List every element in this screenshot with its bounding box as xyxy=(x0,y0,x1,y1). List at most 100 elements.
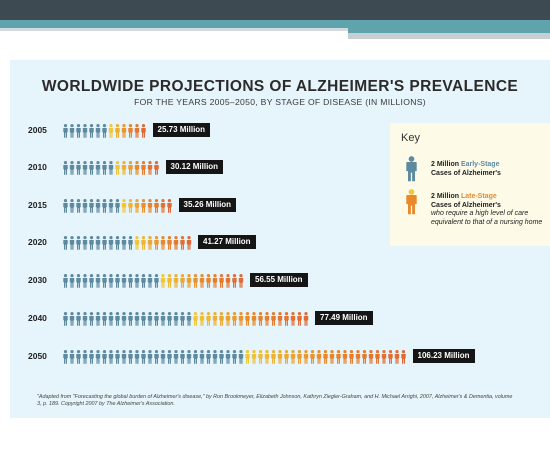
late-stage-person-icon xyxy=(264,312,270,326)
early-stage-person-icon xyxy=(186,350,192,364)
late-stage-person-icon xyxy=(323,350,328,364)
late-stage-person-icon xyxy=(271,312,276,326)
late-stage-person-icon xyxy=(199,312,205,326)
late-stage-person-icon xyxy=(225,274,231,288)
early-stage-person-icon xyxy=(95,312,101,326)
late-stage-person-icon xyxy=(134,124,140,138)
early-stage-person-icon xyxy=(82,350,88,364)
early-stage-person-icon xyxy=(108,274,114,288)
late-stage-person-icon xyxy=(147,236,153,250)
late-stage-person-icon xyxy=(290,350,296,364)
early-stage-person-icon xyxy=(406,156,417,182)
early-stage-person-icon xyxy=(95,236,101,250)
late-stage-person-icon xyxy=(121,161,127,175)
early-stage-person-icon xyxy=(115,236,120,250)
late-stage-person-icon xyxy=(368,350,374,364)
early-stage-person-icon xyxy=(69,124,75,138)
late-stage-person-icon xyxy=(401,350,406,364)
early-stage-person-icon xyxy=(63,312,68,326)
early-stage-person-icon xyxy=(108,161,114,175)
late-stage-person-icon xyxy=(160,274,166,288)
early-stage-person-icon xyxy=(89,274,94,288)
early-stage-person-icon xyxy=(134,350,140,364)
late-stage-person-icon xyxy=(134,199,140,213)
early-stage-person-icon xyxy=(102,350,107,364)
late-stage-person-icon xyxy=(394,350,400,364)
early-stage-person-icon xyxy=(147,312,153,326)
early-stage-person-icon xyxy=(63,350,68,364)
late-stage-person-icon xyxy=(303,350,309,364)
late-stage-person-icon xyxy=(141,236,146,250)
late-stage-person-icon xyxy=(264,350,270,364)
header-teal-bar xyxy=(0,20,550,28)
header-dark-bar xyxy=(0,0,550,20)
early-stage-person-icon xyxy=(128,236,133,250)
late-stage-person-icon xyxy=(186,236,192,250)
legend-late-tail: Cases of Alzheimer's xyxy=(431,201,501,209)
early-stage-person-icon xyxy=(134,274,140,288)
early-stage-person-icon xyxy=(102,236,107,250)
early-stage-person-icon xyxy=(115,274,120,288)
late-stage-person-icon xyxy=(154,161,159,175)
early-stage-person-icon xyxy=(89,236,94,250)
late-stage-person-icon xyxy=(251,350,257,364)
early-stage-person-icon xyxy=(115,350,120,364)
early-stage-person-icon xyxy=(115,312,120,326)
pictograph-row xyxy=(63,199,172,213)
late-stage-person-icon xyxy=(186,274,192,288)
year-label: 2010 xyxy=(28,162,47,172)
early-stage-person-icon xyxy=(76,350,81,364)
early-stage-person-icon xyxy=(76,274,81,288)
pictograph-row xyxy=(63,236,192,250)
early-stage-person-icon xyxy=(69,274,75,288)
early-stage-person-icon xyxy=(219,350,224,364)
chart-rows: 2005 25.73 Million 2010 30.12 Million 2015 35… xyxy=(10,60,550,418)
header-divider-gray-right xyxy=(348,33,550,39)
early-stage-person-icon xyxy=(141,274,146,288)
early-stage-person-icon xyxy=(69,161,75,175)
late-stage-person-icon xyxy=(206,312,211,326)
late-stage-person-icon xyxy=(167,199,172,213)
early-stage-person-icon xyxy=(95,161,101,175)
early-stage-person-icon xyxy=(82,199,88,213)
early-stage-person-icon xyxy=(69,236,75,250)
legend-early-tail: Cases of Alzheimer's xyxy=(431,169,501,177)
early-stage-person-icon xyxy=(167,312,172,326)
year-label: 2015 xyxy=(28,200,47,210)
late-stage-person-icon xyxy=(271,350,276,364)
late-stage-person-icon xyxy=(141,161,146,175)
early-stage-person-icon xyxy=(121,350,127,364)
year-label: 2040 xyxy=(28,313,47,323)
late-stage-person-icon xyxy=(336,350,341,364)
early-stage-person-icon xyxy=(95,124,101,138)
early-stage-person-icon xyxy=(238,350,244,364)
pictograph-row xyxy=(63,312,309,326)
late-stage-person-icon xyxy=(219,312,224,326)
early-stage-person-icon xyxy=(173,312,179,326)
year-label: 2020 xyxy=(28,237,47,247)
early-stage-person-icon xyxy=(128,274,133,288)
early-stage-person-icon xyxy=(147,350,153,364)
early-stage-person-icon xyxy=(95,274,101,288)
early-stage-person-icon xyxy=(69,199,75,213)
early-stage-person-icon xyxy=(82,124,88,138)
early-stage-person-icon xyxy=(180,350,185,364)
value-label: 35.26 Million xyxy=(178,198,237,212)
early-stage-person-icon xyxy=(160,312,166,326)
early-stage-person-icon xyxy=(108,312,114,326)
pictograph-row xyxy=(63,161,159,175)
pictograph-row xyxy=(63,350,406,364)
early-stage-person-icon xyxy=(108,199,114,213)
source-citation: "Adapted from "Forecasting the global bu… xyxy=(37,394,513,407)
early-stage-person-icon xyxy=(63,274,68,288)
late-stage-person-icon xyxy=(362,350,367,364)
early-stage-person-icon xyxy=(89,312,94,326)
year-label: 2030 xyxy=(28,275,47,285)
late-stage-person-icon xyxy=(388,350,393,364)
late-stage-person-icon xyxy=(173,274,179,288)
late-stage-person-icon xyxy=(115,124,120,138)
early-stage-person-icon xyxy=(102,274,107,288)
early-stage-person-icon xyxy=(89,161,94,175)
late-stage-person-icon xyxy=(277,350,283,364)
early-stage-person-icon xyxy=(89,199,94,213)
